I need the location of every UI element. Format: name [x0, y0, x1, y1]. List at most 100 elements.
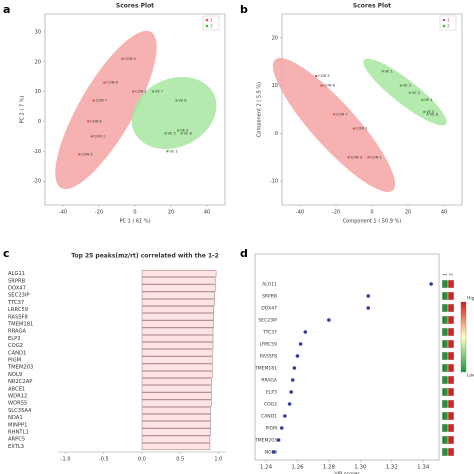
x-tick-label: 0.0	[138, 457, 146, 463]
point-label: VE 1	[385, 69, 393, 73]
heat-cell	[447, 447, 455, 457]
bar	[141, 270, 217, 278]
confidence-ellipse	[55, 30, 157, 190]
point	[367, 156, 370, 159]
dot	[283, 414, 287, 418]
bar	[141, 421, 211, 429]
legend-label: 1	[447, 18, 450, 24]
point	[87, 120, 90, 123]
point	[333, 113, 336, 116]
x-tick-label: 40	[204, 210, 210, 216]
dot	[289, 390, 293, 394]
legend-label: 2	[210, 24, 213, 30]
y-tick-label: WDR12	[8, 394, 27, 400]
y-axis-label: Component 2 ( 5.5 %)	[257, 82, 263, 137]
point-label: CON 2	[356, 127, 367, 131]
y-tick-label: PIGM	[8, 358, 21, 364]
heat-cell	[441, 351, 449, 361]
bar	[141, 284, 216, 292]
y-tick-label: TMEM203	[7, 365, 33, 371]
chart-title: Scores Plot	[116, 3, 154, 10]
point	[175, 99, 178, 102]
point	[164, 132, 167, 135]
point-label: CON 4	[124, 57, 136, 61]
y-tick-label: TMEM203	[254, 438, 277, 444]
y-tick-label: 10	[272, 83, 278, 89]
bar	[141, 435, 211, 443]
bar	[141, 442, 211, 450]
colorbar-label: High	[467, 296, 474, 302]
point	[177, 129, 180, 132]
y-tick-label: SEC23IP	[258, 318, 277, 324]
bar	[141, 334, 214, 342]
dot	[287, 402, 292, 406]
y-tick-label: 20	[35, 59, 41, 65]
panel-d: d ALG11 SRPRB DDX47 SEC23IP TTC37 LRRC59 RASSF8…	[240, 247, 474, 474]
point-label: CON 8	[324, 84, 336, 88]
point-label: CON 6	[90, 119, 102, 123]
y-tick-label: CAND1	[261, 414, 277, 420]
bar	[141, 406, 211, 414]
heat-cell	[441, 327, 449, 337]
confidence-ellipse	[272, 57, 396, 193]
y-tick-label: -10	[270, 179, 278, 185]
bar	[141, 277, 216, 285]
x-tick-label: 0	[370, 210, 373, 216]
heat-cell	[447, 303, 455, 313]
point-label: CON 5	[318, 74, 329, 78]
point-label: CON 1	[135, 90, 146, 94]
y-tick-label: RHNTL1	[8, 430, 29, 436]
x-tick-label: -40	[296, 210, 304, 216]
dot	[272, 450, 276, 454]
bar	[141, 320, 214, 328]
y-tick-label: COG2	[8, 343, 23, 349]
y-tick-label: DOX47	[8, 286, 26, 292]
panel-b: b Scores Plot -40 -20 0 20 40 -10 0 10 20 Component…	[240, 3, 463, 225]
y-tick-label: ELP3	[266, 390, 277, 396]
dot	[429, 282, 433, 286]
x-tick-label: -0.5	[99, 457, 109, 463]
y-tick-label: SRPRB	[262, 294, 277, 300]
bar	[141, 298, 215, 306]
point	[426, 113, 429, 116]
heat-cell	[441, 435, 449, 445]
y-tick-label: ALG11	[262, 282, 277, 288]
heat-cell	[447, 375, 455, 385]
heat-cell	[441, 387, 449, 397]
panel-a: a Scores Plot -40 -20 0 20 40 -20 -10 0 10 20 30 PC 1…	[3, 3, 226, 225]
heat-cell	[447, 279, 455, 289]
point-label: VE 4	[424, 98, 433, 102]
x-tick-label: 1.24	[260, 465, 273, 471]
x-tick-label: -20	[332, 210, 340, 216]
legend-box	[439, 15, 457, 31]
x-tick-label: 1.32	[386, 465, 398, 471]
heat-cell	[441, 399, 449, 409]
x-tick-label: -40	[59, 210, 67, 216]
bar	[141, 385, 212, 393]
dot	[303, 330, 308, 334]
x-axis-label: PC 1 ( 61 %)	[119, 219, 150, 225]
heat-cell	[447, 291, 455, 301]
x-axis-label: VIP scores	[334, 472, 360, 474]
bar	[141, 327, 214, 335]
heat-cell	[447, 327, 455, 337]
bar	[141, 349, 213, 357]
panel-label: d	[240, 247, 248, 260]
point	[347, 156, 350, 159]
heat-cell	[447, 339, 455, 349]
y-tick-label: ARPC5	[8, 437, 25, 443]
heat-cell	[447, 315, 455, 325]
y-tick-label: NR2C2AP	[8, 379, 32, 385]
panel-label: b	[240, 3, 248, 16]
heat-cell	[441, 363, 449, 373]
point	[90, 135, 94, 138]
heat-cell	[447, 411, 455, 421]
x-tick-label: 20	[405, 210, 411, 216]
heat-cell	[441, 423, 449, 433]
point	[166, 150, 169, 153]
colorbar	[460, 301, 467, 373]
heat-cell	[441, 447, 449, 457]
dot	[298, 342, 303, 346]
legend-label: 1	[210, 18, 213, 24]
dot	[366, 306, 371, 310]
